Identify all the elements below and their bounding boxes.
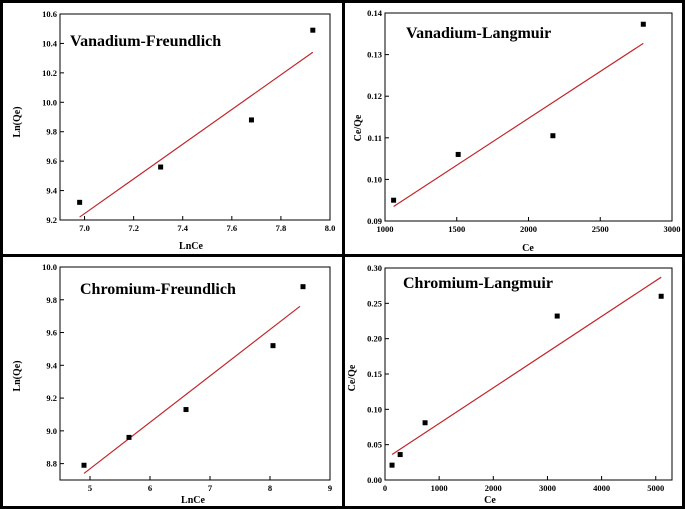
chart-chromium-langmuir: Chromium-Langmuir Ce Ce/Qe 0 1000 2000 3000… xyxy=(347,263,673,506)
y-tick-label: 9.8 xyxy=(46,127,57,137)
x-tick-label: 2000 xyxy=(520,224,537,234)
x-tick-label: 3000 xyxy=(664,224,681,234)
chart-title: Vanadium-Langmuir xyxy=(406,25,551,42)
y-tick-label: 0.20 xyxy=(367,334,382,344)
panel-chromium-langmuir xyxy=(342,254,685,509)
x-tick-label: 1500 xyxy=(448,224,465,234)
fit-line xyxy=(79,51,314,218)
y-axis-label: Ce/Qe xyxy=(353,114,364,141)
x-tick-label: 1000 xyxy=(377,224,394,234)
fit-line xyxy=(391,276,662,456)
x-tick-label: 7.4 xyxy=(177,223,188,233)
x-axis-label: Ce xyxy=(522,243,534,254)
y-tick-label: 10.4 xyxy=(42,38,58,48)
y-tick-label: 8.8 xyxy=(46,459,57,469)
data-point xyxy=(554,313,560,319)
x-tick-label: 7.0 xyxy=(79,223,90,233)
y-tick-label: 9.6 xyxy=(46,156,57,166)
x-tick-label: 3000 xyxy=(539,483,556,493)
data-point xyxy=(397,452,403,458)
chart-title: Chromium-Langmuir xyxy=(403,275,553,292)
x-axis-label: Ce xyxy=(484,495,496,506)
data-point xyxy=(310,27,316,33)
y-tick-label: 0.25 xyxy=(367,298,382,308)
y-axis-label: Ln(Qe) xyxy=(12,360,23,391)
x-tick-label: 5 xyxy=(88,483,92,493)
y-tick-label: 9.6 xyxy=(46,328,57,338)
data-point xyxy=(183,407,189,413)
x-tick-label: 2000 xyxy=(485,483,502,493)
y-tick-label: 0.10 xyxy=(367,404,382,414)
x-tick-label: 5000 xyxy=(647,483,664,493)
data-point xyxy=(455,151,461,157)
x-tick-label: 7.8 xyxy=(276,223,287,233)
y-tick-label: 10.6 xyxy=(42,9,57,19)
y-tick-label: 10.0 xyxy=(42,97,57,107)
y-tick-label: 0.00 xyxy=(367,475,382,485)
y-tick-label: 0.12 xyxy=(367,91,382,101)
x-tick-label: 0 xyxy=(383,483,387,493)
chart-title: Chromium-Freundlich xyxy=(80,281,236,298)
data-point xyxy=(422,420,428,426)
y-tick-label: 0.15 xyxy=(367,369,382,379)
x-tick-label: 7.2 xyxy=(128,223,139,233)
y-tick-label: 9.0 xyxy=(46,426,57,436)
y-tick-label: 0.13 xyxy=(367,50,382,60)
data-point xyxy=(77,199,83,205)
plot-frame xyxy=(384,12,673,222)
plot-frame xyxy=(59,266,331,481)
y-tick-label: 10.0 xyxy=(42,262,57,272)
y-tick-label: 9.4 xyxy=(46,186,57,196)
plot-frame xyxy=(59,13,331,221)
fit-line xyxy=(83,305,301,474)
y-tick-label: 0.10 xyxy=(367,174,382,184)
data-point xyxy=(550,133,556,139)
x-tick-label: 1000 xyxy=(431,483,448,493)
y-tick-label: 0.11 xyxy=(368,133,382,143)
x-tick-label: 2500 xyxy=(592,224,609,234)
x-tick-label: 8 xyxy=(268,483,272,493)
y-tick-label: 9.8 xyxy=(46,295,57,305)
y-tick-label: 0.14 xyxy=(367,8,383,18)
y-axis-label: Ln(Qe) xyxy=(12,106,23,137)
panel-vanadium-freundlich xyxy=(0,0,345,257)
x-tick-label: 4000 xyxy=(593,483,610,493)
fit-line xyxy=(393,42,644,207)
data-point xyxy=(391,197,397,203)
x-tick-label: 7 xyxy=(208,483,213,493)
y-tick-label: 9.2 xyxy=(46,393,57,403)
y-axis-label: Ce/Qe xyxy=(347,364,358,391)
plot-frame xyxy=(384,267,673,481)
data-point xyxy=(658,293,664,299)
data-point xyxy=(81,462,87,468)
x-axis-label: LnCe xyxy=(181,495,205,506)
x-axis-label: LnCe xyxy=(179,241,203,252)
chart-title: Vanadium-Freundlich xyxy=(70,33,221,50)
panel-chromium-freundlich xyxy=(0,254,345,509)
chart-vanadium-langmuir: Vanadium-Langmuir Ce Ce/Qe 1000 1500 2000 2… xyxy=(353,8,681,254)
x-tick-label: 8.0 xyxy=(325,223,336,233)
data-point xyxy=(389,462,395,468)
data-point xyxy=(126,434,132,440)
chart-chromium-freundlich: Chromium-Freundlich LnCe Ln(Qe) 5 6 7 8 9 8.8… xyxy=(12,262,332,506)
y-tick-label: 9.4 xyxy=(46,360,57,370)
y-tick-label: 9.2 xyxy=(46,215,57,225)
chart-vanadium-freundlich: Vanadium-Freundlich LnCe Ln(Qe) 7.0 7.2 7.… xyxy=(12,9,335,252)
y-tick-label: 0.30 xyxy=(367,263,382,273)
x-tick-label: 7.6 xyxy=(227,223,238,233)
x-tick-label: 6 xyxy=(148,483,152,493)
data-point xyxy=(300,284,306,290)
data-point xyxy=(270,343,276,349)
data-point xyxy=(248,117,254,123)
x-tick-label: 9 xyxy=(328,483,332,493)
data-point xyxy=(158,164,164,170)
y-tick-label: 10.2 xyxy=(42,68,57,78)
y-tick-label: 0.05 xyxy=(367,440,382,450)
data-point xyxy=(640,21,646,27)
y-tick-label: 0.09 xyxy=(367,216,382,226)
